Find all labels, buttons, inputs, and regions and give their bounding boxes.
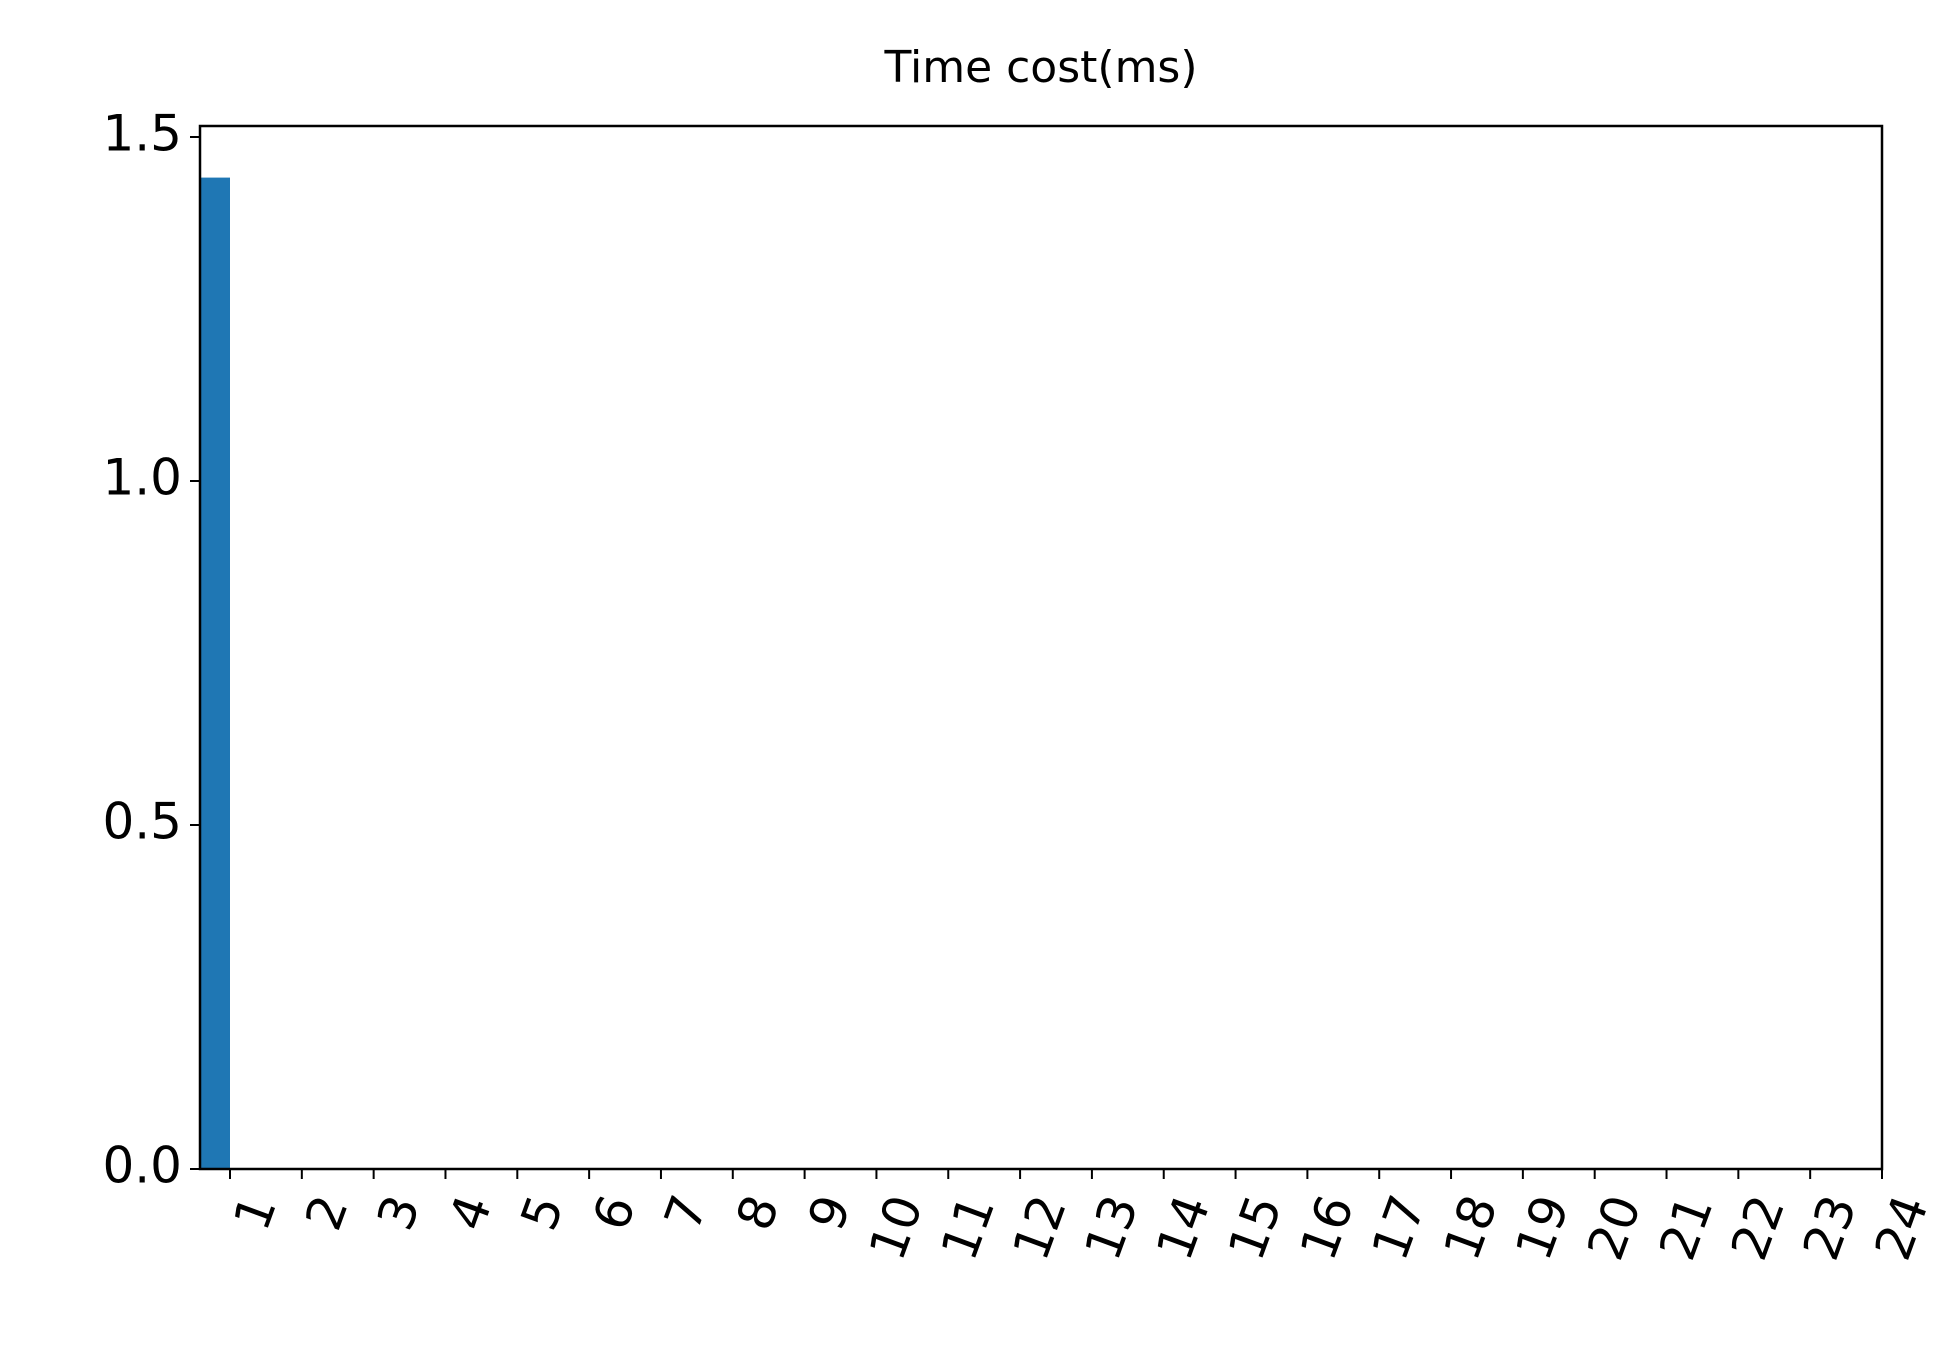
x-tick-label: 16 (1289, 1188, 1365, 1268)
x-tick-label: 18 (1433, 1188, 1509, 1268)
x-tick-label: 12 (1002, 1188, 1078, 1268)
x-tick-label: 19 (1504, 1188, 1580, 1268)
x-tick-label: 10 (858, 1188, 934, 1268)
x-tick-label: 23 (1792, 1188, 1868, 1268)
x-tick-label: 8 (725, 1188, 790, 1238)
x-tick-label: 21 (1648, 1188, 1724, 1268)
x-tick-label: 14 (1145, 1188, 1221, 1268)
y-tick-label: 0.0 (102, 1137, 182, 1195)
x-tick-label: 17 (1361, 1188, 1437, 1268)
x-tick-label: 15 (1217, 1188, 1293, 1268)
x-tick-label: 1 (222, 1188, 287, 1238)
x-tick-label: 5 (510, 1188, 575, 1238)
x-tick-label: 22 (1720, 1188, 1796, 1268)
chart-title: Time cost(ms) (883, 42, 1197, 93)
x-tick-label: 20 (1576, 1188, 1652, 1268)
x-tick-label: 7 (653, 1188, 718, 1238)
x-tick-label: 11 (930, 1188, 1006, 1268)
y-tick-label: 1.0 (102, 449, 182, 507)
y-tick-label: 0.5 (102, 793, 182, 851)
x-tick-label: 2 (294, 1188, 359, 1238)
plot-frame (198, 124, 1884, 1171)
bar (200, 177, 230, 1169)
x-tick-label: 13 (1074, 1188, 1150, 1268)
x-tick-label: 9 (797, 1188, 862, 1238)
x-tick-label: 4 (438, 1188, 503, 1238)
x-tick-label: 6 (582, 1188, 647, 1238)
x-tick-label: 3 (366, 1188, 431, 1238)
x-tick-label: 24 (1864, 1188, 1940, 1268)
y-tick-label: 1.5 (102, 105, 182, 163)
